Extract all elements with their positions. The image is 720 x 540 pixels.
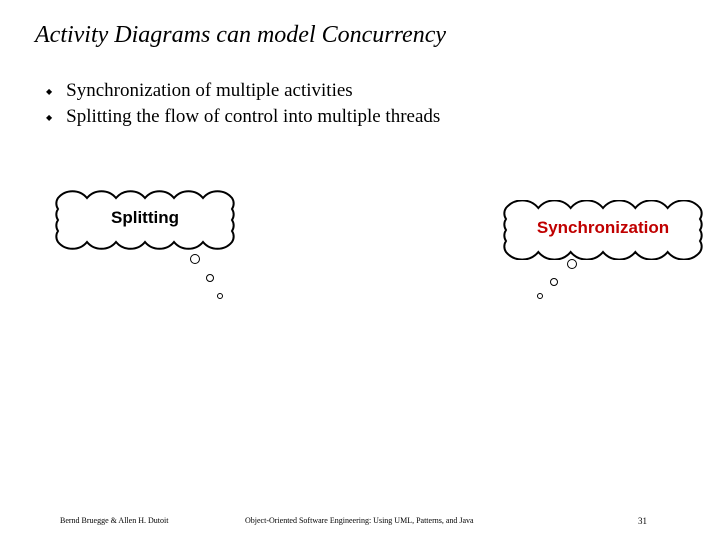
bullet-marker-icon: ◆	[46, 113, 52, 122]
footer-authors: Bernd Bruegge & Allen H. Dutoit	[60, 516, 168, 525]
bullet-text: Splitting the flow of control into multi…	[66, 106, 440, 128]
footer-book-title: Object-Oriented Software Engineering: Us…	[245, 516, 474, 525]
cloud-splitting-label: Splitting	[50, 208, 240, 228]
thought-bubble-icon	[537, 293, 543, 299]
bullet-text: Synchronization of multiple activities	[66, 80, 353, 102]
slide-title: Activity Diagrams can model Concurrency	[35, 22, 446, 49]
thought-bubble-icon	[550, 278, 558, 286]
cloud-synchronization: Synchronization	[498, 200, 708, 260]
thought-bubble-icon	[567, 259, 577, 269]
thought-bubble-icon	[206, 274, 214, 282]
footer-page-number: 31	[638, 516, 647, 526]
thought-bubble-icon	[217, 293, 223, 299]
bullet-item: ◆ Splitting the flow of control into mul…	[46, 106, 440, 132]
bullet-marker-icon: ◆	[46, 87, 52, 96]
cloud-synchronization-label: Synchronization	[498, 218, 708, 238]
cloud-splitting: Splitting	[50, 190, 240, 250]
thought-bubble-icon	[190, 254, 200, 264]
bullet-item: ◆ Synchronization of multiple activities	[46, 80, 440, 106]
bullet-list: ◆ Synchronization of multiple activities…	[46, 80, 440, 132]
